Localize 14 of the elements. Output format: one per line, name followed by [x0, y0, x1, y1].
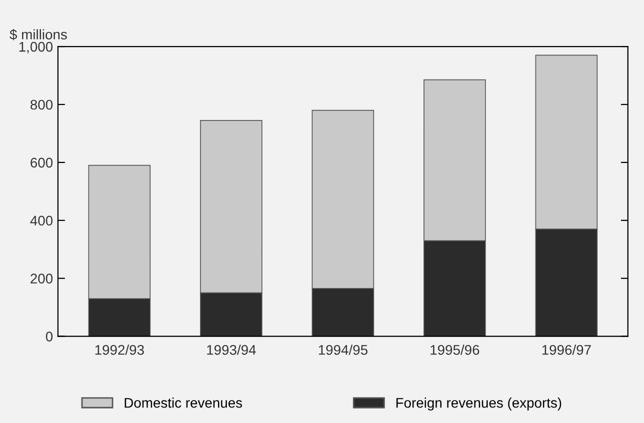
y-tick-label: 1,000 — [19, 42, 53, 54]
y-tick-label: 800 — [30, 100, 53, 110]
x-tick-label: 1993/94 — [207, 344, 256, 355]
y-tick-label: 400 — [30, 216, 53, 226]
x-tick-label: 1992/93 — [95, 344, 144, 355]
y-tick-label: 200 — [30, 274, 53, 284]
y-axis-title: $ millions — [10, 29, 67, 40]
y-tick-label: 600 — [30, 158, 53, 168]
x-tick-label: 1996/97 — [542, 344, 591, 355]
y-tick-label: 0 — [46, 332, 53, 342]
x-tick-label: 1995/96 — [430, 344, 480, 355]
legend-label: Domestic revenues — [124, 398, 242, 408]
legend-label: Foreign revenues (exports) — [396, 398, 562, 410]
x-tick-label: 1994/95 — [318, 344, 368, 355]
